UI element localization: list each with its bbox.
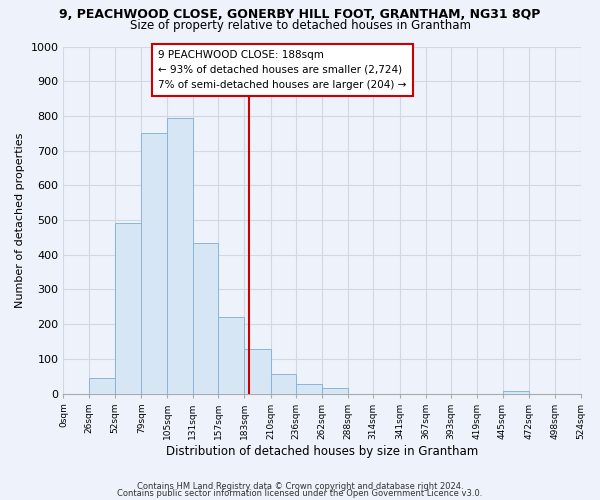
Bar xyxy=(193,242,218,394)
Text: Contains public sector information licensed under the Open Government Licence v3: Contains public sector information licen… xyxy=(118,488,482,498)
Bar xyxy=(89,378,115,394)
Text: Size of property relative to detached houses in Grantham: Size of property relative to detached ho… xyxy=(130,19,470,32)
Y-axis label: Number of detached properties: Number of detached properties xyxy=(15,132,25,308)
Bar xyxy=(503,391,529,394)
Bar xyxy=(271,374,296,394)
Bar xyxy=(218,317,244,394)
Text: Contains HM Land Registry data © Crown copyright and database right 2024.: Contains HM Land Registry data © Crown c… xyxy=(137,482,463,491)
Bar xyxy=(115,224,142,394)
X-axis label: Distribution of detached houses by size in Grantham: Distribution of detached houses by size … xyxy=(166,444,478,458)
Bar xyxy=(244,349,271,394)
Bar xyxy=(167,118,193,394)
Text: 9, PEACHWOOD CLOSE, GONERBY HILL FOOT, GRANTHAM, NG31 8QP: 9, PEACHWOOD CLOSE, GONERBY HILL FOOT, G… xyxy=(59,8,541,20)
Bar xyxy=(322,388,347,394)
Bar xyxy=(142,134,167,394)
Text: 9 PEACHWOOD CLOSE: 188sqm
← 93% of detached houses are smaller (2,724)
7% of sem: 9 PEACHWOOD CLOSE: 188sqm ← 93% of detac… xyxy=(158,50,407,90)
Bar xyxy=(296,384,322,394)
